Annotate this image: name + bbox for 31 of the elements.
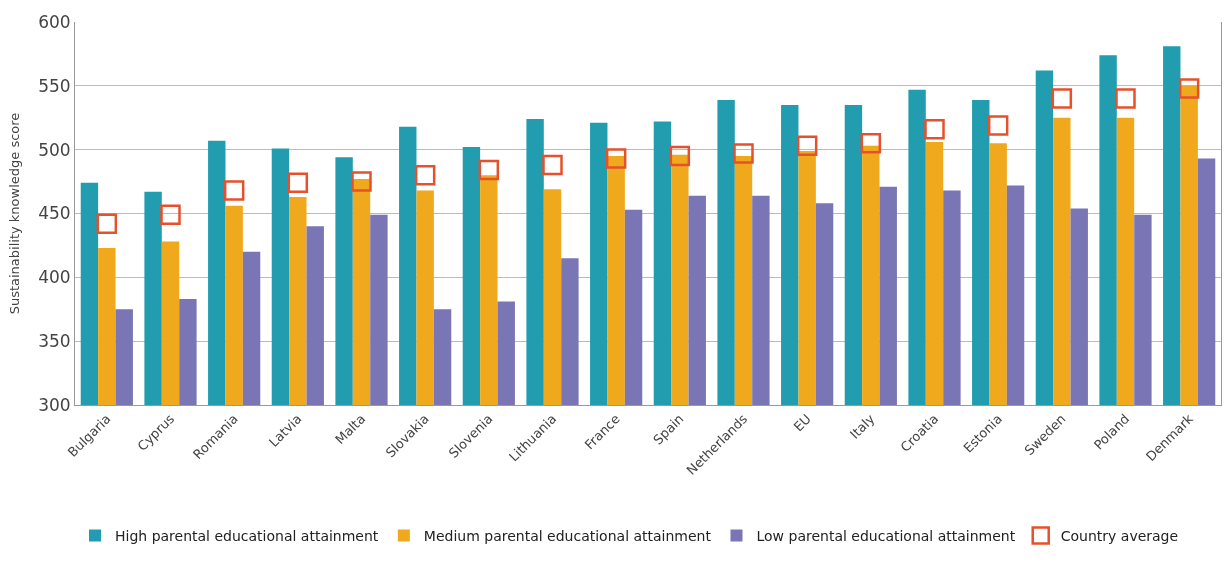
y-tick-label: 350 [38,331,71,352]
point [733,143,754,164]
point [796,135,818,157]
point [1178,78,1200,99]
legend-label: Medium parental educational attainment [423,527,712,544]
point [160,204,181,226]
legend-label: Low parental educational attainment [756,527,1016,544]
y-tick-label: 500 [38,139,71,160]
point [669,145,691,167]
point [414,164,436,186]
point [860,133,882,154]
legend-label: Country average [1060,527,1179,544]
point [987,115,1009,136]
point [223,180,245,201]
point [96,213,118,234]
point [924,118,945,140]
point [351,171,372,192]
y-tick-label: 450 [38,203,71,224]
point [478,159,500,181]
y-tick-label: 300 [38,394,71,415]
y-tick-label: 550 [38,75,71,96]
point [1051,88,1073,109]
point [1115,88,1136,109]
y-axis-title: Sustainability knowledge score [7,112,23,315]
y-tick-label: 400 [38,267,71,288]
y-tick-label: 600 [38,11,71,32]
legend-label: High parental educational attainment [115,527,379,544]
point [542,154,563,176]
point [287,172,309,194]
point [605,148,627,169]
x-tick-label: EU [790,411,814,435]
